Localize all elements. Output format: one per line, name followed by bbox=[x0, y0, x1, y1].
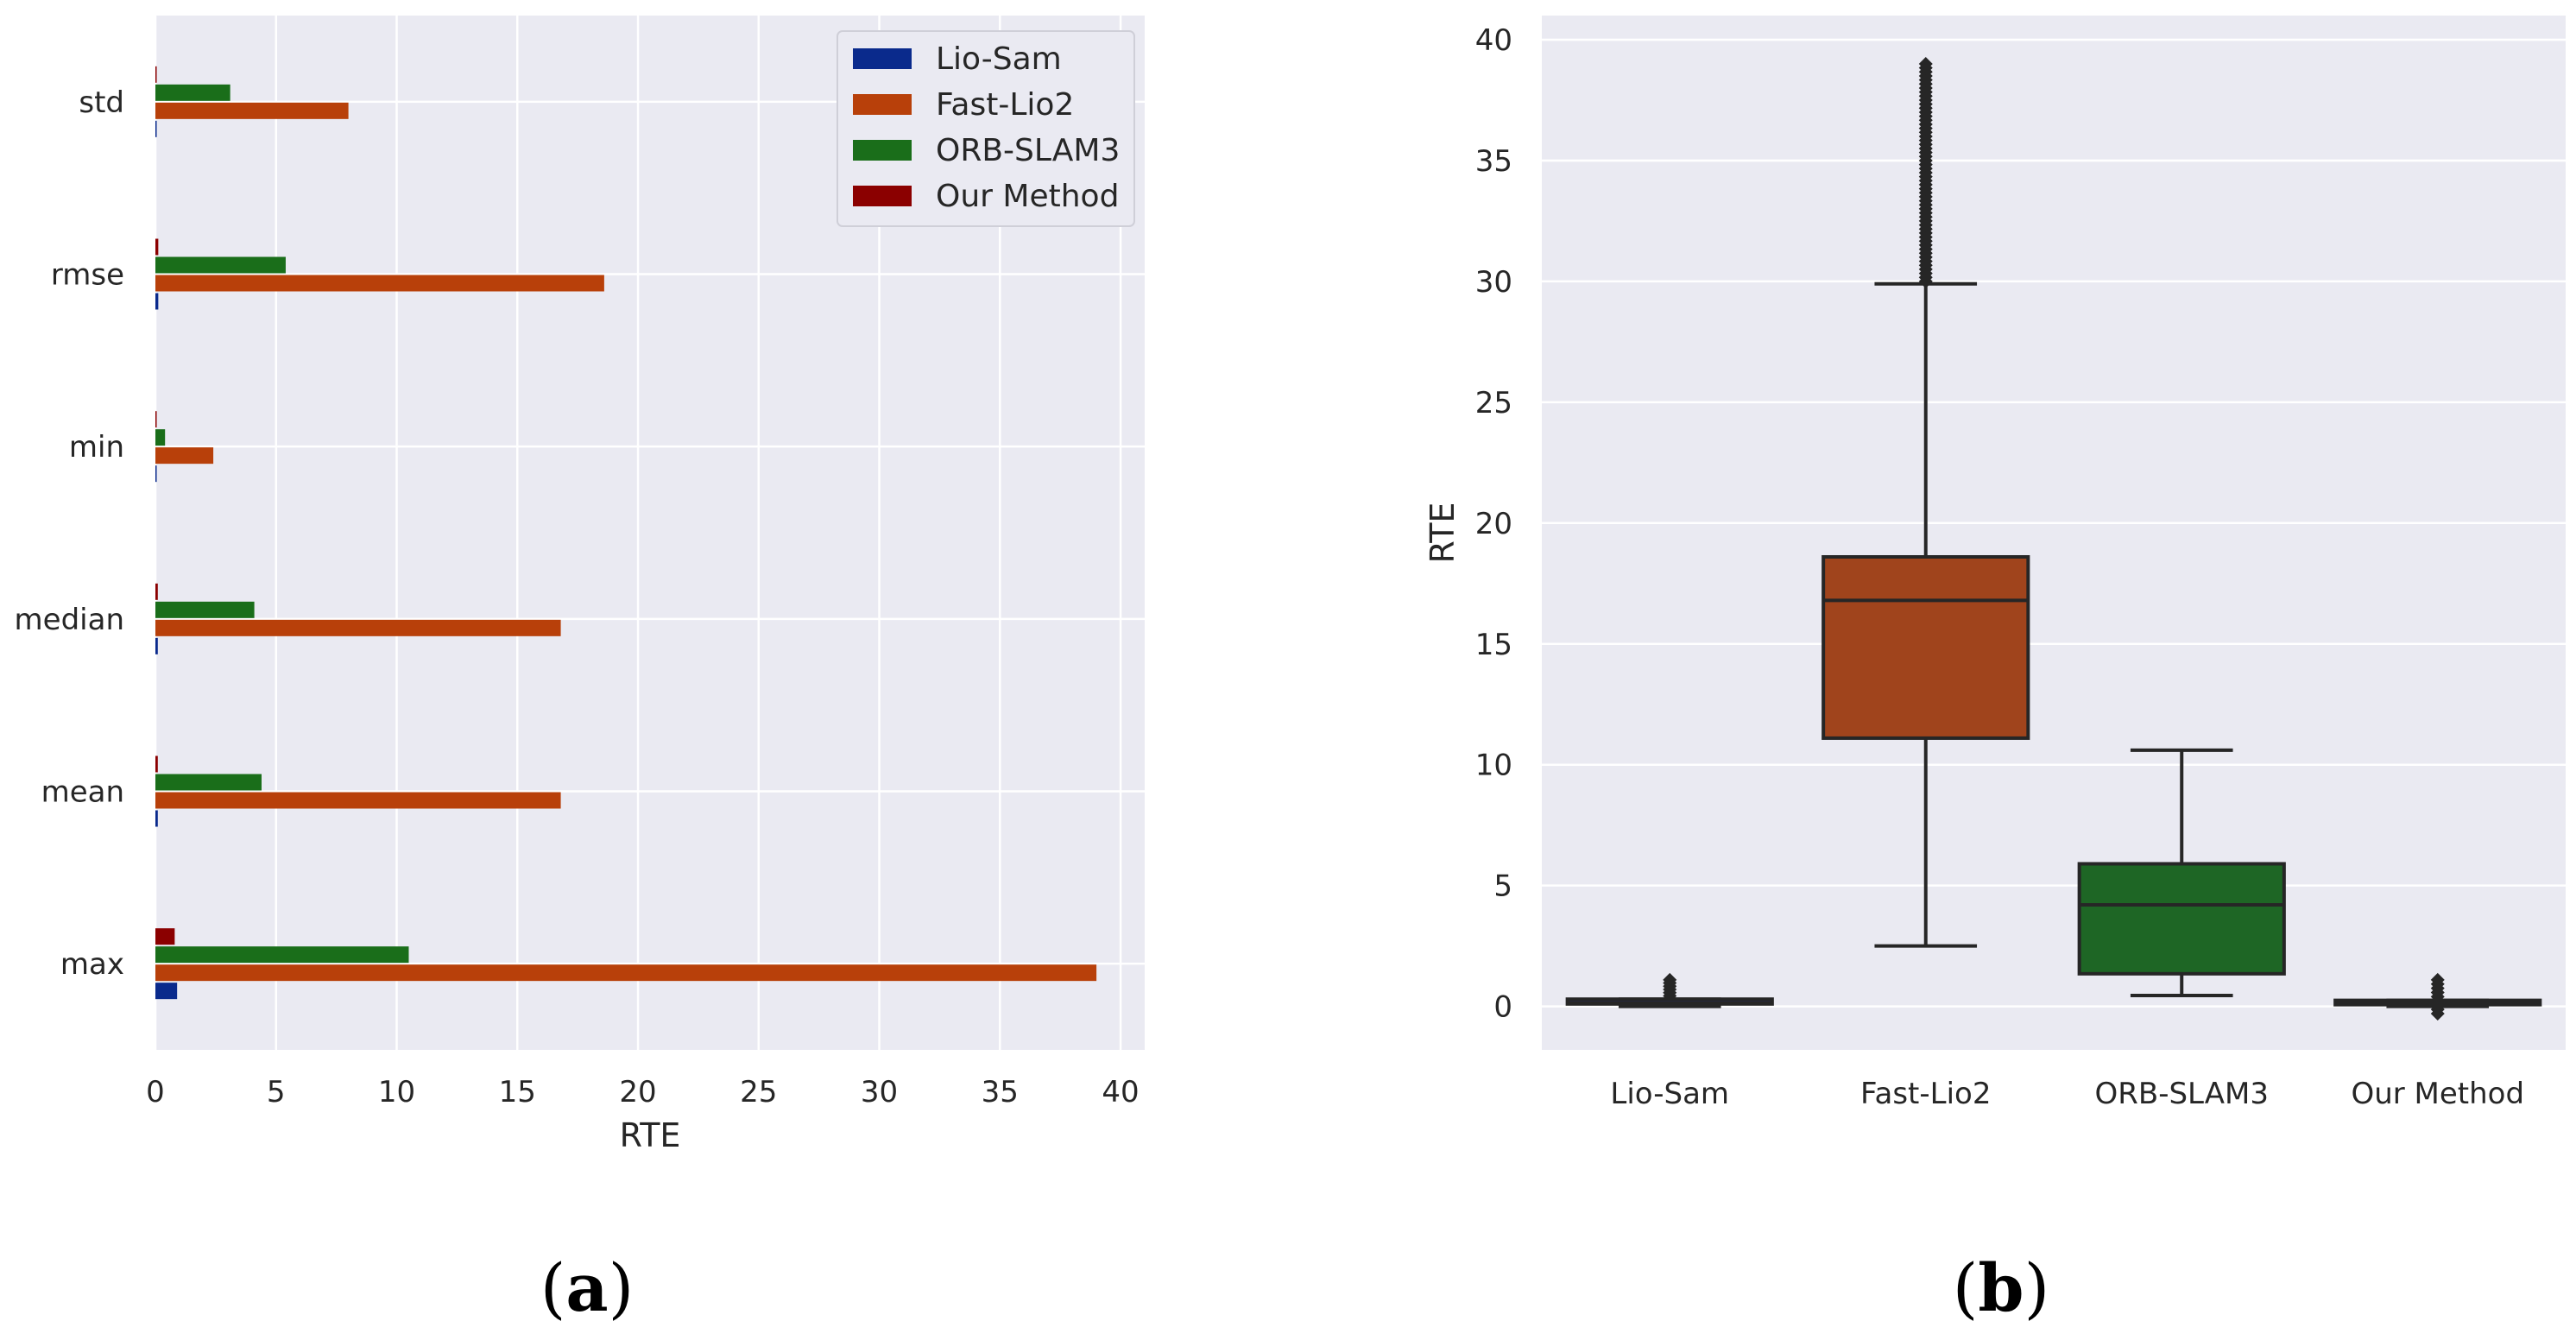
y-tick-label: mean bbox=[41, 775, 124, 810]
x-tick-label: 30 bbox=[861, 1075, 898, 1109]
x-tick-label: 5 bbox=[267, 1075, 286, 1109]
panel-caption-a: (a) bbox=[540, 1249, 635, 1326]
bar-orb-slam3 bbox=[155, 774, 262, 791]
x-tick-label: 10 bbox=[378, 1075, 415, 1109]
y-tick-label: max bbox=[60, 947, 124, 982]
bar-orb-slam3 bbox=[155, 946, 409, 964]
y-tick-labels: std rmse min median mean max bbox=[15, 85, 124, 982]
legend-label: Lio-Sam bbox=[936, 41, 1062, 77]
bar-our-method bbox=[155, 66, 157, 83]
bar-fast-lio2 bbox=[155, 964, 1097, 982]
legend: Lio-Sam Fast-Lio2 ORB-SLAM3 Our Method bbox=[837, 30, 1135, 227]
bar-lio-sam bbox=[155, 637, 158, 654]
box bbox=[1822, 554, 2030, 740]
y-tick-label: rmse bbox=[51, 258, 124, 293]
x-tick-label: 20 bbox=[619, 1075, 656, 1109]
x-tick-label: 35 bbox=[982, 1075, 1019, 1109]
bar-our-method bbox=[155, 238, 159, 256]
x-tick-label: 25 bbox=[740, 1075, 777, 1109]
x-tick-label: Fast-Lio2 bbox=[1860, 1077, 1991, 1111]
bar-our-method bbox=[155, 928, 175, 945]
legend-label: Our Method bbox=[936, 179, 1119, 214]
x-tick-label: Our Method bbox=[2351, 1077, 2524, 1111]
bar-lio-sam bbox=[155, 465, 157, 483]
panel-label-b: b bbox=[1978, 1249, 2024, 1326]
legend-swatch bbox=[853, 48, 912, 69]
bar-our-method bbox=[155, 755, 158, 773]
bars bbox=[155, 66, 1097, 1000]
y-tick-label: 25 bbox=[1475, 386, 1512, 420]
y-tick-labels: 0 5 10 15 20 25 30 35 40 bbox=[1475, 23, 1512, 1025]
bar-orb-slam3 bbox=[155, 256, 286, 274]
y-tick-label: 15 bbox=[1475, 628, 1512, 662]
legend-swatch bbox=[853, 94, 912, 115]
bar-fast-lio2 bbox=[155, 619, 561, 636]
bar-orb-slam3 bbox=[155, 601, 255, 618]
y-tick-label: 5 bbox=[1493, 869, 1512, 904]
y-tick-label: 10 bbox=[1475, 749, 1512, 783]
bar-orb-slam3 bbox=[155, 429, 166, 446]
outlier-point bbox=[1918, 56, 1933, 71]
y-tick-label: median bbox=[15, 603, 124, 637]
outlier-point bbox=[2430, 972, 2445, 987]
bar-lio-sam bbox=[155, 293, 159, 310]
x-tick-labels: Lio-Sam Fast-Lio2 ORB-SLAM3 Our Method bbox=[1610, 1077, 2524, 1111]
y-tick-label: 35 bbox=[1475, 144, 1512, 179]
y-tick-label: std bbox=[79, 85, 124, 120]
box-plot-panel: 0 5 10 15 20 25 30 35 40 Lio-Sam Fast-Lio2 ORB-SLA… bbox=[1424, 16, 2566, 1326]
bar-our-method bbox=[155, 411, 157, 428]
y-tick-label: 40 bbox=[1475, 23, 1512, 58]
x-tick-label: Lio-Sam bbox=[1610, 1077, 1729, 1111]
y-axis-label: RTE bbox=[1424, 502, 1462, 564]
box bbox=[2077, 862, 2286, 976]
x-tick-label: 0 bbox=[146, 1075, 165, 1109]
bar-chart-panel: std rmse min median mean max 0 5 10 15 20 25 30 35 40… bbox=[15, 16, 1145, 1326]
legend-label: ORB-SLAM3 bbox=[936, 133, 1120, 168]
bar-fast-lio2 bbox=[155, 275, 604, 292]
bar-fast-lio2 bbox=[155, 792, 561, 809]
bar-orb-slam3 bbox=[155, 84, 230, 101]
x-tick-label: 15 bbox=[499, 1075, 536, 1109]
x-tick-label: 40 bbox=[1102, 1075, 1139, 1109]
x-axis-label: RTE bbox=[620, 1116, 681, 1154]
x-tick-label: ORB-SLAM3 bbox=[2094, 1077, 2269, 1111]
bar-lio-sam bbox=[155, 120, 157, 137]
boxes bbox=[1565, 56, 2542, 1021]
outlier-point bbox=[1663, 972, 1677, 987]
legend-swatch bbox=[853, 140, 912, 161]
bar-lio-sam bbox=[155, 983, 178, 1000]
y-tick-label: 0 bbox=[1493, 990, 1512, 1025]
bar-our-method bbox=[155, 583, 158, 600]
bar-fast-lio2 bbox=[155, 447, 214, 465]
panel-caption-b: (b) bbox=[1953, 1249, 2049, 1326]
panel-label-a: a bbox=[565, 1249, 608, 1326]
x-tick-labels: 0 5 10 15 20 25 30 35 40 bbox=[146, 1075, 1140, 1109]
y-tick-label: 30 bbox=[1475, 265, 1512, 300]
legend-swatch bbox=[853, 186, 912, 206]
bar-lio-sam bbox=[155, 810, 158, 827]
legend-frame bbox=[837, 30, 1135, 227]
plot-background bbox=[1542, 16, 2566, 1050]
legend-label: Fast-Lio2 bbox=[936, 87, 1074, 123]
bar-fast-lio2 bbox=[155, 102, 349, 119]
y-tick-label: 20 bbox=[1475, 507, 1512, 541]
y-tick-label: min bbox=[69, 430, 124, 465]
